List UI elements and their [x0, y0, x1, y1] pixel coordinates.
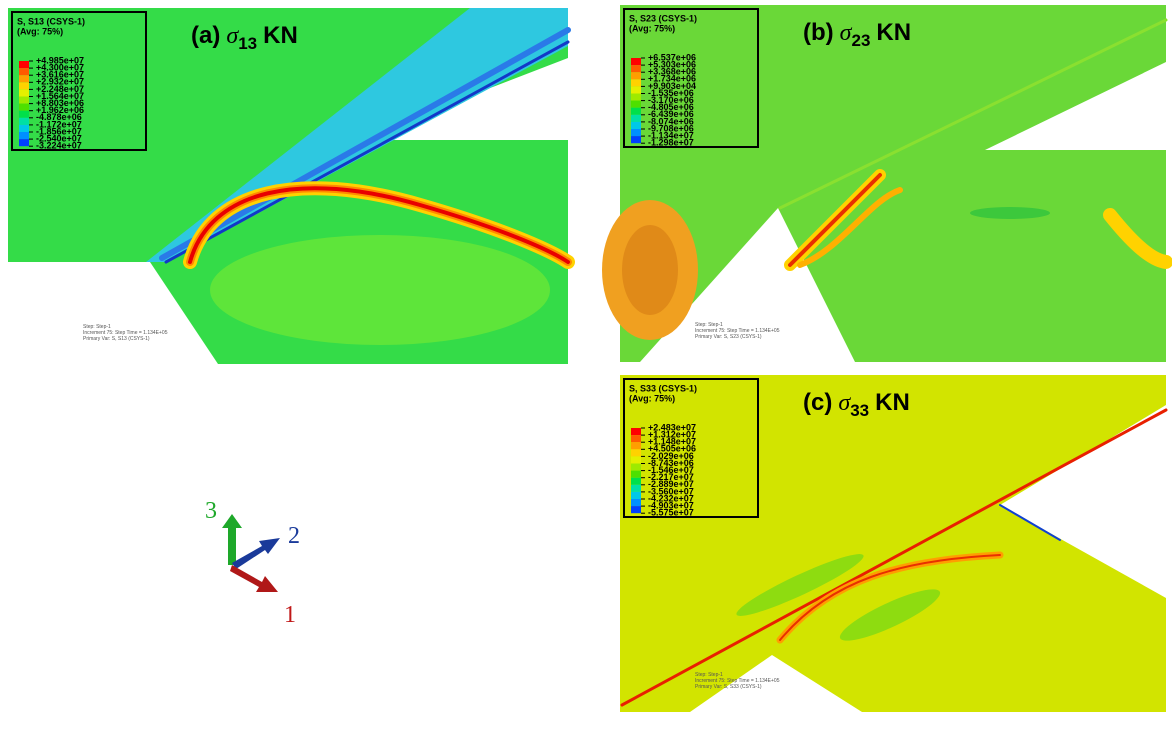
- legend-avg: (Avg: 75%): [629, 23, 675, 33]
- contour-band: [970, 207, 1050, 219]
- title-subscript: 23: [852, 31, 871, 50]
- legend-color: [631, 65, 641, 72]
- legend-header: S, S33 (CSYS-1): [629, 383, 697, 393]
- legend-color: [19, 111, 29, 118]
- legend-color: [631, 485, 641, 492]
- legend-color: [631, 456, 641, 463]
- legend-color: [19, 75, 29, 82]
- legend-label: -5.575e+07: [648, 508, 694, 518]
- legend-header: S, S13 (CSYS-1): [17, 16, 85, 26]
- title-subscript: 33: [850, 401, 869, 420]
- legend-color: [19, 139, 29, 146]
- title-label: (b): [803, 19, 834, 46]
- legend-label: -1.298e+07: [648, 138, 694, 148]
- title-unit: KN: [876, 19, 911, 46]
- figure: S, S13 (CSYS-1)(Avg: 75%)+4.985e+07+4.30…: [0, 0, 1172, 729]
- legend-color: [631, 101, 641, 108]
- step-info: Primary Var: S, S13 (CSYS-1): [83, 336, 150, 342]
- step-info: Primary Var: S, S23 (CSYS-1): [695, 334, 762, 340]
- title-subscript: 13: [238, 34, 257, 53]
- axis-label: 3: [205, 498, 217, 524]
- legend-color: [19, 125, 29, 132]
- legend-color: [631, 464, 641, 471]
- legend-color: [631, 108, 641, 115]
- legend-color: [631, 499, 641, 506]
- legend-color: [631, 72, 641, 79]
- legend-color: [19, 104, 29, 111]
- legend-color: [631, 435, 641, 442]
- legend-color: [631, 471, 641, 478]
- legend-color: [631, 115, 641, 122]
- legend-color: [631, 506, 641, 513]
- axis-arrow: [222, 514, 242, 565]
- legend-color: [631, 129, 641, 136]
- legend-header: S, S23 (CSYS-1): [629, 13, 697, 23]
- step-info: Primary Var: S, S33 (CSYS-1): [695, 684, 762, 690]
- legend-color: [631, 449, 641, 456]
- legend-label: -3.224e+07: [36, 141, 82, 151]
- axis-arrow: [230, 565, 278, 592]
- triad: 3 2 1: [205, 498, 300, 628]
- legend-color: [19, 89, 29, 96]
- title-unit: KN: [263, 22, 298, 49]
- contour-panel: S, S23 (CSYS-1)(Avg: 75%)+6.537e+06+5.30…: [602, 5, 1166, 362]
- contour-panel: S, S13 (CSYS-1)(Avg: 75%)+4.985e+07+4.30…: [8, 8, 568, 364]
- legend-color: [19, 97, 29, 104]
- legend-color: [19, 61, 29, 68]
- legend-color: [631, 428, 641, 435]
- contour-band: [622, 225, 678, 315]
- legend-color: [19, 82, 29, 89]
- legend-color: [19, 68, 29, 75]
- legend-color: [631, 86, 641, 93]
- axis-label: 1: [284, 602, 296, 628]
- title-label: (a): [191, 22, 220, 49]
- axis-arrow: [232, 538, 280, 569]
- contour-band: [210, 235, 550, 345]
- legend-color: [631, 478, 641, 485]
- legend-color: [631, 79, 641, 86]
- legend-color: [631, 122, 641, 129]
- legend-color: [19, 132, 29, 139]
- title-label: (c): [803, 389, 832, 416]
- axis-label: 2: [288, 523, 300, 549]
- page: S, S13 (CSYS-1)(Avg: 75%)+4.985e+07+4.30…: [0, 0, 1172, 729]
- legend-color: [631, 136, 641, 143]
- title-unit: KN: [875, 389, 910, 416]
- legend-color: [631, 58, 641, 65]
- legend-avg: (Avg: 75%): [17, 26, 63, 36]
- legend-color: [19, 118, 29, 125]
- legend-color: [631, 94, 641, 101]
- legend-color: [631, 442, 641, 449]
- legend-avg: (Avg: 75%): [629, 393, 675, 403]
- legend-color: [631, 492, 641, 499]
- contour-panel: S, S33 (CSYS-1)(Avg: 75%)+2.483e+07+1.31…: [620, 375, 1166, 712]
